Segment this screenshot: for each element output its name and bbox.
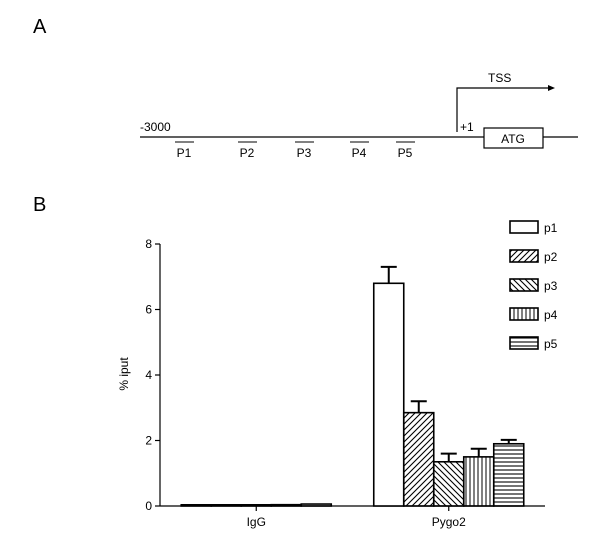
legend-swatch-p3 bbox=[509, 278, 539, 292]
primer-p1: P1 bbox=[175, 141, 194, 160]
atg-label: ATG bbox=[501, 132, 525, 146]
y-tick-label: 0 bbox=[145, 499, 152, 513]
bar-p2-pygo2 bbox=[402, 411, 435, 507]
bar-p1-igg bbox=[180, 503, 213, 507]
bar-p4-pygo2 bbox=[462, 456, 495, 507]
bar-p4-igg bbox=[270, 503, 303, 507]
primer-label-p2: P2 bbox=[240, 146, 255, 160]
legend-label-p5: p5 bbox=[544, 337, 558, 351]
x-tick-label: Pygo2 bbox=[432, 515, 466, 529]
y-tick-label: 4 bbox=[145, 368, 152, 382]
y-tick-label: 6 bbox=[145, 303, 152, 317]
y-tick-label: 8 bbox=[145, 237, 152, 251]
tss-label: TSS bbox=[488, 71, 511, 85]
primer-p4: P4 bbox=[350, 141, 369, 160]
panel-label-b: B bbox=[33, 194, 46, 216]
y-axis: 0 2 4 6 8 bbox=[145, 237, 161, 513]
tss-arrow bbox=[456, 87, 548, 132]
x-axis: IgG Pygo2 bbox=[160, 505, 545, 529]
legend-label-p3: p3 bbox=[544, 279, 558, 293]
primer-p3: P3 bbox=[295, 141, 314, 160]
y-tick-label: 2 bbox=[145, 434, 152, 448]
legend: p1 p2 p3 p4 p5 bbox=[509, 220, 558, 351]
legend-swatch-p1 bbox=[509, 220, 539, 234]
primer-p2: P2 bbox=[238, 141, 257, 160]
legend-swatch-p4 bbox=[509, 307, 539, 321]
bar-p3-pygo2 bbox=[432, 460, 465, 507]
bar-p2-igg bbox=[210, 503, 243, 507]
legend-swatch-p2 bbox=[509, 249, 539, 263]
tss-arrowhead bbox=[548, 85, 555, 91]
primer-label-p5: P5 bbox=[398, 146, 413, 160]
y-axis-title: % iput bbox=[117, 357, 131, 391]
bar-p3-igg bbox=[240, 503, 273, 507]
promoter-start-label: -3000 bbox=[140, 120, 171, 134]
bars bbox=[180, 265, 525, 507]
legend-label-p4: p4 bbox=[544, 308, 558, 322]
promoter-diagram: -3000 +1 TSS ATG P1 P2 P3 P4 P5 bbox=[140, 71, 578, 160]
primer-label-p4: P4 bbox=[352, 146, 367, 160]
primer-p5: P5 bbox=[396, 141, 415, 160]
bar-p5-pygo2 bbox=[492, 442, 525, 507]
plus-one-label: +1 bbox=[460, 120, 474, 134]
legend-label-p2: p2 bbox=[544, 250, 558, 264]
x-tick-label: IgG bbox=[247, 515, 266, 529]
bar-p1-pygo2 bbox=[372, 282, 405, 507]
primer-label-p1: P1 bbox=[177, 146, 192, 160]
bar-p5-igg bbox=[300, 503, 333, 507]
legend-label-p1: p1 bbox=[544, 221, 558, 235]
bar-chart: % iput 0 2 4 6 8 IgG Pygo2 p1 p2 p3 p4 p5 bbox=[117, 220, 558, 529]
legend-swatch-p5 bbox=[509, 336, 539, 350]
atg-box bbox=[483, 127, 544, 149]
panel-label-a: A bbox=[33, 16, 47, 38]
primer-label-p3: P3 bbox=[297, 146, 312, 160]
